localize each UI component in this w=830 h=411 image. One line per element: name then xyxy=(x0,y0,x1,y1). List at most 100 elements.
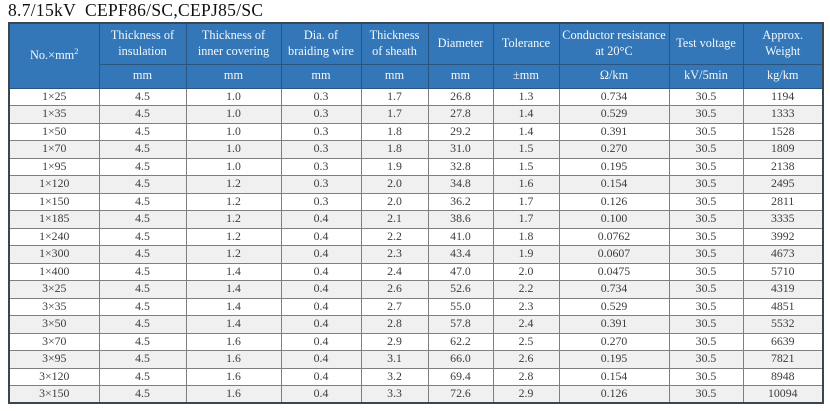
table-cell: 0.4 xyxy=(280,315,362,334)
unit-cell: mm xyxy=(280,63,362,89)
table-cell: 0.3 xyxy=(280,140,362,159)
table-cell: 1.6 xyxy=(492,175,560,194)
col-header-insulation: Thickness of insulation xyxy=(98,22,187,65)
table-cell: 4.5 xyxy=(98,367,187,386)
table-cell: 2.2 xyxy=(360,227,429,246)
unit-cell: mm xyxy=(185,63,282,89)
unit-cell: mm xyxy=(427,63,494,89)
col-header-inner-covering: Thickness of inner covering xyxy=(185,22,282,65)
table-cell: 30.5 xyxy=(668,297,744,316)
table-cell: 6639 xyxy=(742,332,824,351)
table-cell: 26.8 xyxy=(427,87,494,106)
table-cell: 30.5 xyxy=(668,105,744,124)
table-cell: 1.0 xyxy=(185,140,282,159)
table-cell: 36.2 xyxy=(427,192,494,211)
table-cell: 30.5 xyxy=(668,192,744,211)
table-cell: 1.7 xyxy=(492,210,560,229)
table-cell: 2.0 xyxy=(492,262,560,281)
table-row: 3×95 4.5 1.6 0.4 3.1 66.0 2.6 0.195 30.5 7821 xyxy=(8,350,824,369)
table-cell: 0.154 xyxy=(558,175,670,194)
table-cell: 0.4 xyxy=(280,297,362,316)
table-cell: 4.5 xyxy=(98,315,187,334)
table-cell: 4.5 xyxy=(98,245,187,264)
table-row: 3×150 4.5 1.6 0.4 3.3 72.6 2.9 0.126 30.5 10094 xyxy=(8,385,824,404)
table-cell: 0.270 xyxy=(558,332,670,351)
spec-table: No.×mm2 Thickness of insulation Thicknes… xyxy=(8,22,824,404)
table-cell: 31.0 xyxy=(427,140,494,159)
table-cell: 3×35 xyxy=(8,297,100,316)
table-cell: 0.126 xyxy=(558,385,670,404)
table-cell: 1×185 xyxy=(8,210,100,229)
table-cell: 0.529 xyxy=(558,105,670,124)
table-cell: 1.4 xyxy=(185,315,282,334)
table-row: 1×50 4.5 1.0 0.3 1.8 29.2 1.4 0.391 30.5 1528 xyxy=(8,122,824,141)
table-cell: 1.9 xyxy=(492,245,560,264)
table-cell: 0.4 xyxy=(280,227,362,246)
table-header: No.×mm2 Thickness of insulation Thicknes… xyxy=(8,22,824,89)
table-cell: 0.391 xyxy=(558,315,670,334)
table-cell: 0.3 xyxy=(280,157,362,176)
table-cell: 1194 xyxy=(742,87,824,106)
table-cell: 0.0607 xyxy=(558,245,670,264)
table-cell: 4.5 xyxy=(98,140,187,159)
table-cell: 1.4 xyxy=(492,105,560,124)
table-cell: 66.0 xyxy=(427,350,494,369)
table-cell: 1.8 xyxy=(360,122,429,141)
table-cell: 0.126 xyxy=(558,192,670,211)
table-cell: 30.5 xyxy=(668,315,744,334)
table-cell: 3992 xyxy=(742,227,824,246)
table-cell: 0.4 xyxy=(280,367,362,386)
table-cell: 2.9 xyxy=(492,385,560,404)
table-cell: 1.2 xyxy=(185,210,282,229)
col-header-diameter: Diameter xyxy=(427,22,494,65)
table-cell: 47.0 xyxy=(427,262,494,281)
table-cell: 1×150 xyxy=(8,192,100,211)
table-cell: 1.0 xyxy=(185,157,282,176)
table-cell: 2.0 xyxy=(360,192,429,211)
table-cell: 0.0475 xyxy=(558,262,670,281)
table-cell: 2.8 xyxy=(492,367,560,386)
table-cell: 0.100 xyxy=(558,210,670,229)
table-cell: 72.6 xyxy=(427,385,494,404)
table-cell: 2.5 xyxy=(492,332,560,351)
table-cell: 30.5 xyxy=(668,350,744,369)
page-title: 8.7/15kV CEPF86/SC,CEPJ85/SC xyxy=(8,0,264,20)
table-cell: 34.8 xyxy=(427,175,494,194)
table-cell: 30.5 xyxy=(668,227,744,246)
table-row: 3×120 4.5 1.6 0.4 3.2 69.4 2.8 0.154 30.5 8948 xyxy=(8,367,824,386)
table-cell: 30.5 xyxy=(668,262,744,281)
unit-cell: mm xyxy=(98,63,187,89)
unit-cell: ±mm xyxy=(492,63,560,89)
table-cell: 0.154 xyxy=(558,367,670,386)
table-cell: 1×120 xyxy=(8,175,100,194)
table-cell: 1.6 xyxy=(185,350,282,369)
table-cell: 1.2 xyxy=(185,227,282,246)
unit-cell: kg/km xyxy=(742,63,824,89)
table-cell: 4.5 xyxy=(98,157,187,176)
table-cell: 1×400 xyxy=(8,262,100,281)
table-cell: 0.3 xyxy=(280,175,362,194)
table-cell: 2.6 xyxy=(492,350,560,369)
table-cell: 2.4 xyxy=(492,315,560,334)
table-row: 1×120 4.5 1.2 0.3 2.0 34.8 1.6 0.154 30.5 2495 xyxy=(8,175,824,194)
table-cell: 1.6 xyxy=(185,385,282,404)
table-cell: 30.5 xyxy=(668,140,744,159)
table-cell: 55.0 xyxy=(427,297,494,316)
table-cell: 69.4 xyxy=(427,367,494,386)
table-cell: 1.4 xyxy=(185,262,282,281)
table-row: 1×25 4.5 1.0 0.3 1.7 26.8 1.3 0.734 30.5 1194 xyxy=(8,87,824,106)
table-cell: 4.5 xyxy=(98,332,187,351)
table-cell: 0.391 xyxy=(558,122,670,141)
table-cell: 1.7 xyxy=(360,87,429,106)
table-cell: 38.6 xyxy=(427,210,494,229)
table-cell: 2.0 xyxy=(360,175,429,194)
table-cell: 30.5 xyxy=(668,87,744,106)
table-cell: 4673 xyxy=(742,245,824,264)
table-cell: 1×300 xyxy=(8,245,100,264)
table-cell: 5532 xyxy=(742,315,824,334)
table-cell: 3.2 xyxy=(360,367,429,386)
table-row: 1×95 4.5 1.0 0.3 1.9 32.8 1.5 0.195 30.5 2138 xyxy=(8,157,824,176)
table-cell: 4.5 xyxy=(98,227,187,246)
table-cell: 1.8 xyxy=(360,140,429,159)
table-cell: 27.8 xyxy=(427,105,494,124)
